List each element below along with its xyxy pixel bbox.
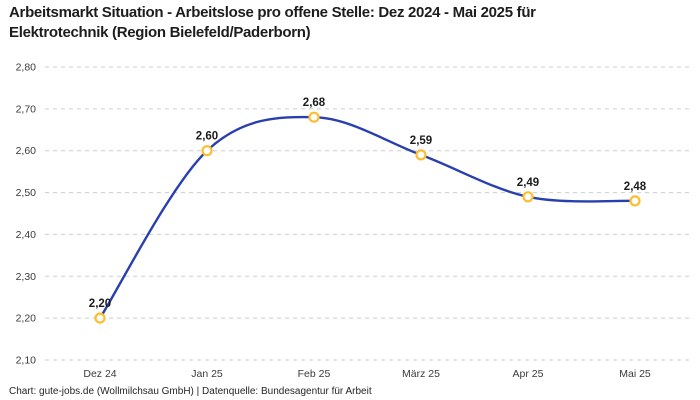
data-point-label: 2,68 (303, 97, 326, 109)
data-point-label: 2,60 (196, 131, 218, 143)
series-line (98, 115, 637, 320)
page-title: Arbeitsmarkt Situation - Arbeitslose pro… (9, 3, 691, 44)
page-title-line-2: Elektrotechnik (Region Bielefeld/Paderbo… (9, 24, 311, 42)
y-tick-label: 2,50 (16, 187, 37, 199)
x-tick-label: März 25 (402, 368, 440, 380)
y-tick-label: 2,20 (16, 313, 37, 325)
footer-credit: Chart: gute-jobs.de (Wollmilchsau GmbH) … (9, 386, 372, 397)
data-point-marker (522, 191, 534, 203)
y-tick-label: 2,10 (16, 355, 37, 367)
x-tick-label: Apr 25 (513, 368, 544, 380)
data-point-marker (94, 312, 106, 324)
data-point-marker (308, 111, 320, 123)
x-tick-label: Feb 25 (298, 368, 331, 380)
data-point-marker (201, 145, 213, 157)
data-point-label: 2,48 (624, 181, 647, 193)
data-point-label: 2,49 (517, 177, 539, 189)
y-tick-label: 2,30 (16, 271, 37, 283)
data-point-label: 2,59 (410, 135, 432, 147)
y-tick-label: 2,40 (16, 229, 37, 241)
y-tick-label: 2,80 (16, 62, 37, 74)
x-tick-label: Dez 24 (83, 368, 116, 380)
x-tick-label: Jan 25 (191, 368, 223, 380)
x-tick-label: Mai 25 (619, 368, 651, 380)
data-point-label: 2,20 (89, 298, 111, 310)
page-title-line-1: Arbeitsmarkt Situation - Arbeitslose pro… (9, 4, 536, 21)
data-point-marker (415, 149, 427, 161)
data-point-marker (629, 195, 641, 207)
y-tick-label: 2,70 (16, 103, 37, 115)
y-tick-label: 2,60 (16, 145, 37, 157)
